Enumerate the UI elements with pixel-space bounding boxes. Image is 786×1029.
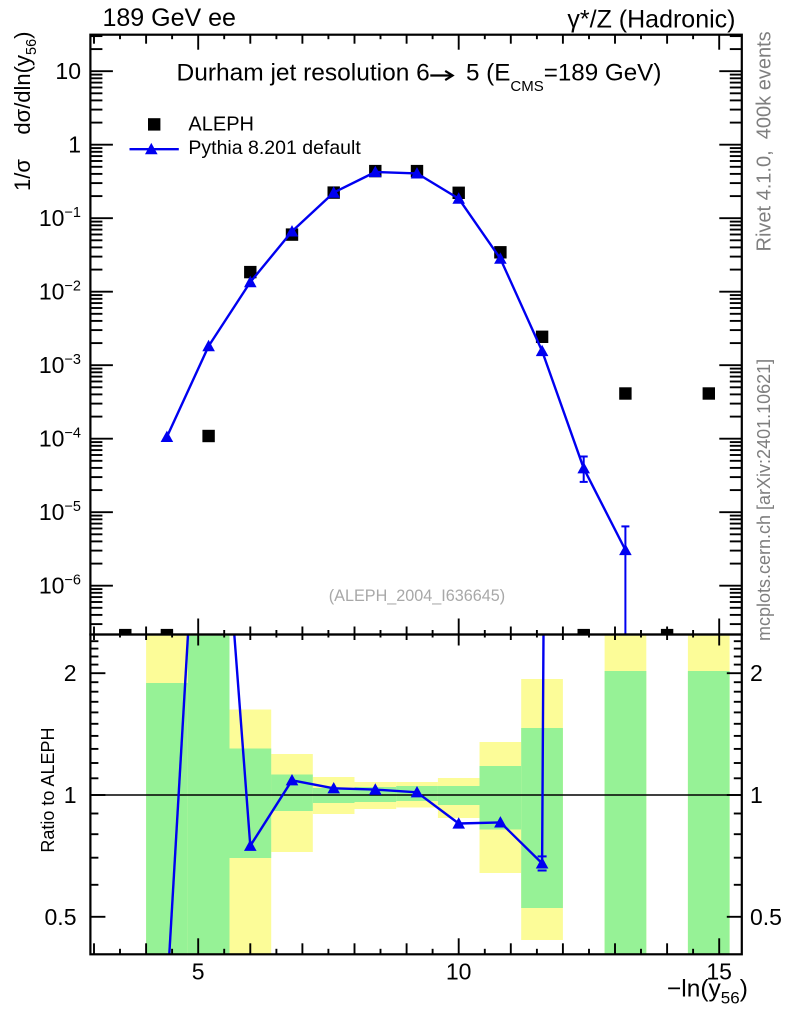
svg-text:10−4: 10−4 bbox=[39, 426, 81, 452]
svg-text:(ALEPH_2004_I636645): (ALEPH_2004_I636645) bbox=[329, 587, 505, 605]
svg-text:−ln(y56): −ln(y56) bbox=[667, 975, 748, 1007]
svg-text:mcplots.cern.ch [arXiv:2401.10: mcplots.cern.ch [arXiv:2401.10621] bbox=[754, 359, 774, 641]
svg-text:189 GeV ee: 189 GeV ee bbox=[103, 4, 236, 32]
svg-text:γ*/Z (Hadronic): γ*/Z (Hadronic) bbox=[567, 5, 735, 33]
svg-text:1/σ dσ/dln(y56): 1/σ dσ/dln(y56) bbox=[10, 32, 40, 191]
svg-text:0.5: 0.5 bbox=[45, 904, 77, 930]
svg-text:Ratio to ALEPH: Ratio to ALEPH bbox=[38, 728, 58, 853]
svg-text:Pythia 8.201 default: Pythia 8.201 default bbox=[188, 137, 361, 159]
svg-text:2: 2 bbox=[750, 660, 763, 686]
svg-text:10−5: 10−5 bbox=[39, 499, 81, 525]
svg-text:1: 1 bbox=[68, 132, 81, 158]
svg-text:5 (ECMS=189 GeV): 5 (ECMS=189 GeV) bbox=[466, 60, 661, 96]
svg-text:10−6: 10−6 bbox=[39, 573, 81, 599]
svg-text:1: 1 bbox=[64, 782, 77, 808]
svg-text:Durham jet resolution 6: Durham jet resolution 6 bbox=[177, 60, 430, 87]
svg-text:10: 10 bbox=[446, 959, 472, 985]
svg-text:ALEPH: ALEPH bbox=[188, 114, 254, 136]
svg-text:10: 10 bbox=[55, 58, 81, 84]
svg-text:0.5: 0.5 bbox=[750, 904, 782, 930]
svg-text:1: 1 bbox=[750, 782, 763, 808]
svg-text:5: 5 bbox=[192, 959, 205, 985]
svg-text:15: 15 bbox=[706, 959, 732, 985]
svg-text:10−3: 10−3 bbox=[39, 352, 81, 378]
svg-text:10−2: 10−2 bbox=[39, 279, 81, 305]
svg-text:2: 2 bbox=[64, 660, 77, 686]
svg-text:10−1: 10−1 bbox=[39, 205, 81, 231]
svg-text:Rivet 4.1.0, 400k events: Rivet 4.1.0, 400k events bbox=[754, 31, 776, 251]
